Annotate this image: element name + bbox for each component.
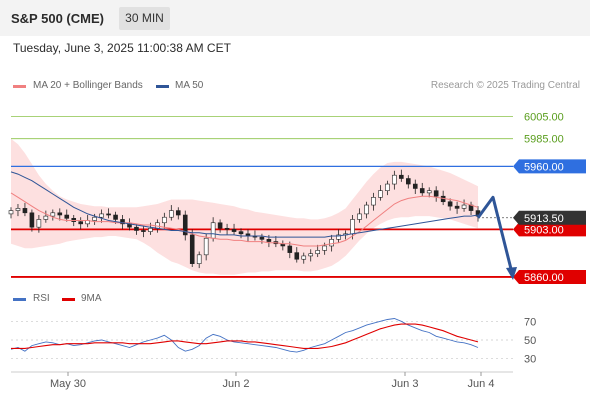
candle-body [141,230,146,232]
candle-body [148,227,153,232]
level-label-0: 6005.00 [524,112,564,124]
rsi-series-0 [10,318,479,353]
level-tag-2 [513,159,586,174]
ma50-legend-label: MA 50 [175,80,204,91]
candle-body [315,250,320,255]
ma9-legend-swatch [62,298,75,301]
chart-header: S&P 500 (CME) 30 MIN [0,0,590,36]
candle-body [294,252,300,260]
candle-body [175,210,181,216]
level-label-4: 5860.00 [524,272,564,284]
candle-body [461,204,467,209]
instrument-title: S&P 500 (CME) [11,11,104,26]
candle-body [329,239,334,247]
level-tag-4 [513,269,586,284]
bollinger-band-fill [11,138,478,275]
candle-body [259,236,265,240]
credit-text: Research © 2025 Trading Central [430,80,580,91]
candle-body [412,183,418,189]
rsi-legend-label: RSI [33,293,50,304]
candle-body [371,197,376,206]
candle-body [217,222,223,229]
ma20-line [10,192,479,247]
candle-body [29,212,35,228]
level-label-2: 5960.00 [524,161,564,173]
candle-body [120,219,125,225]
level-label-3: 5903.00 [524,224,564,236]
candle-body [287,245,293,253]
candle-body [15,208,21,211]
candle-body [43,215,49,220]
candle-body [433,190,439,197]
rsi-series-1 [11,323,479,349]
rsi-tick-label: 50 [524,335,536,347]
candle-body [350,219,355,235]
candle-body [364,204,369,215]
candle-body [231,229,237,232]
candle-body [99,213,104,218]
rsi-tick-label: 30 [524,354,536,366]
candle-body [36,219,42,228]
candle-body [189,234,195,264]
last-price-tag [513,210,586,225]
candle-body [357,213,362,220]
candle-body [308,253,314,257]
rsi-legend-swatch [13,298,26,301]
x-tick-label: Jun 3 [392,378,419,390]
candle-body [378,190,383,198]
candle-body [238,231,244,235]
x-tick-label: Jun 2 [223,378,250,390]
candle-body [224,227,230,230]
candle-body [336,234,341,240]
candle-body [322,245,327,251]
projection-arrow-line [476,195,515,278]
candle-body [22,208,28,214]
candle-body [78,221,84,225]
candle-body [134,226,139,231]
ma50-line [10,171,479,238]
timestamp: Tuesday, June 3, 2025 11:00:38 AM CET [13,41,231,55]
candle-body [162,216,167,224]
candle-body [71,218,77,222]
x-tick-label: Jun 4 [468,378,495,390]
candle-body [210,222,216,239]
candle-body [385,183,390,191]
candle-body [203,237,209,256]
rsi-tick-label: 70 [524,316,536,328]
level-label-1: 5985.00 [524,134,564,146]
projection-arrow-head [506,266,517,280]
ma9-legend-label: 9MA [81,293,102,304]
candle-body [106,213,111,216]
x-tick-label: May 30 [50,378,86,390]
candle-body [64,214,70,219]
candle-body [266,239,272,242]
ma20-legend-label: MA 20 + Bollinger Bands [33,80,143,91]
candle-body [169,210,174,218]
ma50-legend-swatch [156,85,169,88]
candle-body [8,210,14,215]
candle-body [301,255,307,260]
level-tag-3 [513,222,586,237]
candle-body [399,174,404,179]
candle-body [182,214,188,236]
candle-body [113,214,118,220]
candle-body [426,190,432,194]
candle-body [57,212,63,216]
last-price-label: 5913.50 [524,213,564,225]
timeframe-badge[interactable]: 30 MIN [119,7,170,30]
ma20-legend-swatch [13,85,26,88]
candle-body [447,201,453,207]
candle-body [50,212,56,217]
candle-body [405,178,411,185]
candle-body [196,254,202,264]
candle-body [92,216,97,221]
candle-body [392,174,397,185]
candle-body [454,205,460,209]
candle-body [419,188,425,194]
